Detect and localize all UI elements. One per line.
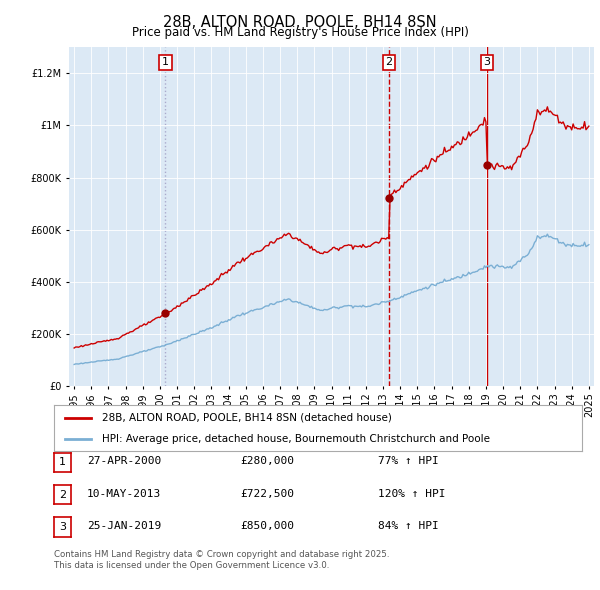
Text: This data is licensed under the Open Government Licence v3.0.: This data is licensed under the Open Gov… bbox=[54, 561, 329, 570]
Text: 28B, ALTON ROAD, POOLE, BH14 8SN (detached house): 28B, ALTON ROAD, POOLE, BH14 8SN (detach… bbox=[101, 413, 391, 423]
Text: 3: 3 bbox=[59, 522, 66, 532]
Text: 1: 1 bbox=[59, 457, 66, 467]
Text: Price paid vs. HM Land Registry's House Price Index (HPI): Price paid vs. HM Land Registry's House … bbox=[131, 26, 469, 39]
Text: 2: 2 bbox=[59, 490, 66, 500]
Text: 25-JAN-2019: 25-JAN-2019 bbox=[87, 522, 161, 531]
Text: Contains HM Land Registry data © Crown copyright and database right 2025.: Contains HM Land Registry data © Crown c… bbox=[54, 550, 389, 559]
Text: HPI: Average price, detached house, Bournemouth Christchurch and Poole: HPI: Average price, detached house, Bour… bbox=[101, 434, 490, 444]
Text: £722,500: £722,500 bbox=[240, 489, 294, 499]
Text: 2: 2 bbox=[386, 57, 393, 67]
Text: 28B, ALTON ROAD, POOLE, BH14 8SN: 28B, ALTON ROAD, POOLE, BH14 8SN bbox=[163, 15, 437, 30]
Text: 84% ↑ HPI: 84% ↑ HPI bbox=[378, 522, 439, 531]
Text: 3: 3 bbox=[484, 57, 491, 67]
Text: 10-MAY-2013: 10-MAY-2013 bbox=[87, 489, 161, 499]
Text: £850,000: £850,000 bbox=[240, 522, 294, 531]
Text: 77% ↑ HPI: 77% ↑ HPI bbox=[378, 457, 439, 466]
Text: 120% ↑ HPI: 120% ↑ HPI bbox=[378, 489, 445, 499]
Text: £280,000: £280,000 bbox=[240, 457, 294, 466]
Text: 1: 1 bbox=[162, 57, 169, 67]
Text: 27-APR-2000: 27-APR-2000 bbox=[87, 457, 161, 466]
